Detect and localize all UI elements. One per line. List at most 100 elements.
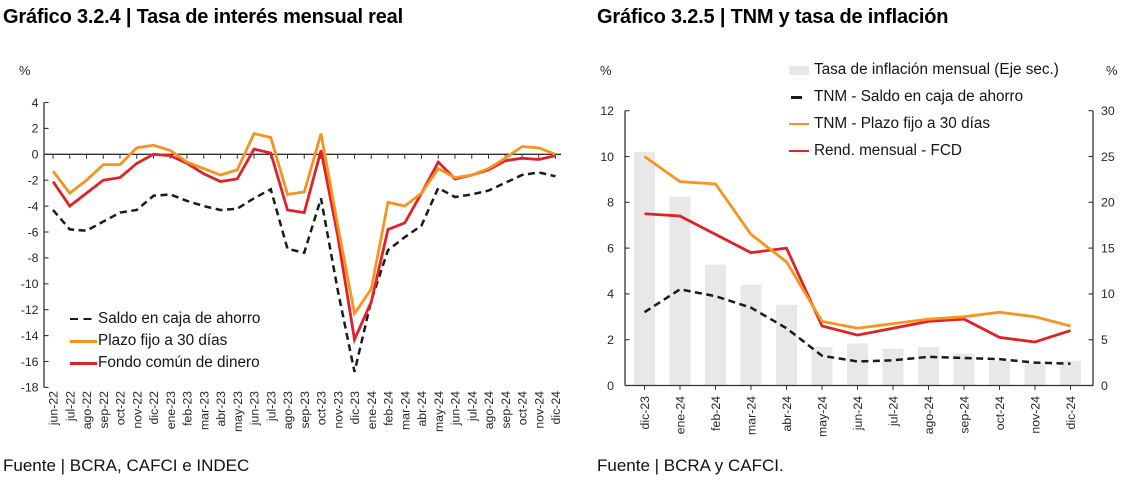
svg-text:ago-24: ago-24: [922, 396, 936, 434]
svg-text:feb-24: feb-24: [709, 396, 723, 431]
svg-text:may-23: may-23: [231, 391, 245, 432]
left-chart-panel: Gráfico 3.2.4 | Tasa de interés mensual …: [0, 0, 567, 489]
left-chart-legend: Saldo en caja de ahorro Plazo fijo a 30 …: [70, 310, 260, 372]
svg-text:-8: -8: [28, 251, 39, 265]
svg-text:nov-23: nov-23: [331, 391, 345, 429]
svg-text:ene-24: ene-24: [365, 391, 379, 429]
svg-text:oct-24: oct-24: [993, 396, 1007, 430]
svg-text:0: 0: [607, 379, 614, 393]
right-chart-source: Fuente | BCRA y CAFCI.: [597, 456, 784, 475]
right-orange-line-swatch: [789, 122, 809, 126]
svg-text:jun-23: jun-23: [248, 391, 262, 426]
legend-item-saldo: Saldo en caja de ahorro: [70, 310, 260, 328]
svg-text:4: 4: [607, 287, 614, 301]
svg-text:abr-24: abr-24: [415, 391, 429, 427]
svg-text:-4: -4: [28, 199, 39, 213]
svg-text:oct-23: oct-23: [315, 391, 329, 425]
svg-text:25: 25: [1101, 150, 1115, 164]
svg-text:abr-24: abr-24: [780, 396, 794, 432]
right-chart-legend: Tasa de inflación mensual (Eje sec.) TNM…: [789, 61, 1059, 160]
svg-text:dic-24: dic-24: [549, 391, 563, 425]
svg-text:jul-24: jul-24: [465, 391, 479, 422]
red-line-swatch: [70, 361, 97, 365]
svg-text:-14: -14: [21, 329, 39, 343]
svg-text:jul-24: jul-24: [887, 396, 901, 427]
svg-text:mar-24: mar-24: [745, 396, 759, 435]
legend-label-plazo-fijo: Plazo fijo a 30 días: [98, 332, 228, 349]
svg-text:mar-24: mar-24: [398, 391, 412, 430]
svg-text:-18: -18: [21, 381, 39, 395]
legend-label-saldo: Saldo en caja de ahorro: [98, 310, 261, 327]
legend-label-tnm-saldo: TNM - Saldo en caja de ahorro: [814, 88, 1024, 105]
legend-label-rend-fcd: Rend. mensual - FCD: [814, 142, 962, 159]
right-chart-title: Gráfico 3.2.5 | TNM y tasa de inflación: [597, 6, 949, 28]
legend-item-fondo-comun: Fondo común de dinero: [70, 354, 260, 372]
svg-text:-10: -10: [21, 277, 39, 291]
svg-text:6: 6: [607, 241, 614, 255]
svg-text:5: 5: [1101, 333, 1108, 347]
svg-text:ene-24: ene-24: [674, 396, 688, 434]
svg-text:dic-23: dic-23: [638, 396, 652, 430]
svg-text:0: 0: [1101, 379, 1108, 393]
svg-text:ago-22: ago-22: [80, 391, 94, 429]
svg-text:12: 12: [600, 104, 614, 118]
svg-text:abr-23: abr-23: [214, 391, 228, 427]
legend-item-inflacion: Tasa de inflación mensual (Eje sec.): [789, 61, 1059, 79]
svg-text:jun-22: jun-22: [47, 391, 61, 426]
right-chart-canvas: 0 2 4 6 8 10 12 0 5 10 15 20 25 30 dic-23 ene-24 feb-24 m…: [600, 104, 1115, 437]
svg-text:jun-24: jun-24: [851, 396, 865, 431]
svg-text:oct-24: oct-24: [516, 391, 530, 425]
left-chart-source: Fuente | BCRA, CAFCI e INDEC: [3, 456, 250, 475]
legend-label-fondo-comun: Fondo común de dinero: [98, 354, 260, 371]
svg-text:may-24: may-24: [432, 391, 446, 432]
svg-text:feb-23: feb-23: [181, 391, 195, 426]
legend-item-tnm-plazo: TNM - Plazo fijo a 30 días: [789, 115, 1059, 133]
svg-text:dic-22: dic-22: [147, 391, 161, 425]
svg-text:10: 10: [1101, 287, 1115, 301]
svg-text:4: 4: [32, 96, 39, 110]
svg-text:feb-24: feb-24: [382, 391, 396, 426]
svg-text:10: 10: [600, 150, 614, 164]
left-chart-title: Gráfico 3.2.4 | Tasa de interés mensual …: [3, 6, 403, 28]
svg-text:sep-23: sep-23: [298, 391, 312, 429]
right-red-line-swatch: [789, 149, 809, 153]
svg-text:sep-24: sep-24: [958, 396, 972, 434]
svg-text:sep-24: sep-24: [499, 391, 513, 429]
svg-text:dic-24: dic-24: [1064, 396, 1078, 430]
inflation-bar-swatch: [789, 65, 809, 75]
legend-item-tnm-saldo: TNM - Saldo en caja de ahorro: [789, 88, 1059, 106]
svg-text:20: 20: [1101, 196, 1115, 210]
svg-text:ago-23: ago-23: [281, 391, 295, 429]
svg-text:jul-22: jul-22: [63, 391, 77, 422]
svg-text:2: 2: [32, 122, 39, 136]
legend-label-tnm-plazo: TNM - Plazo fijo a 30 días: [814, 115, 990, 132]
svg-text:15: 15: [1101, 241, 1115, 255]
right-chart-right-percent-label: %: [1106, 63, 1118, 78]
svg-text:nov-22: nov-22: [130, 391, 144, 429]
svg-text:30: 30: [1101, 104, 1115, 118]
svg-text:oct-22: oct-22: [114, 391, 128, 425]
svg-text:ago-24: ago-24: [482, 391, 496, 429]
left-chart-percent-label: %: [19, 63, 31, 78]
svg-text:ene-23: ene-23: [164, 391, 178, 429]
svg-text:nov-24: nov-24: [1029, 396, 1043, 434]
svg-text:-6: -6: [28, 225, 39, 239]
svg-text:mar-23: mar-23: [197, 391, 211, 430]
svg-text:may-24: may-24: [816, 396, 830, 437]
right-dashed-line-swatch: [791, 95, 802, 99]
svg-text:jul-23: jul-23: [264, 391, 278, 422]
right-chart-left-percent-label: %: [600, 63, 612, 78]
svg-text:-12: -12: [21, 303, 39, 317]
legend-item-plazo-fijo: Plazo fijo a 30 días: [70, 332, 260, 350]
svg-text:nov-24: nov-24: [532, 391, 546, 429]
right-chart-panel: Gráfico 3.2.5 | TNM y tasa de inflación …: [568, 0, 1135, 489]
svg-text:2: 2: [607, 333, 614, 347]
svg-text:dic-23: dic-23: [348, 391, 362, 425]
svg-text:sep-22: sep-22: [97, 391, 111, 429]
legend-item-rend-fcd: Rend. mensual - FCD: [789, 142, 1059, 160]
orange-line-swatch: [70, 339, 97, 343]
svg-text:-2: -2: [28, 174, 39, 188]
svg-text:8: 8: [607, 196, 614, 210]
